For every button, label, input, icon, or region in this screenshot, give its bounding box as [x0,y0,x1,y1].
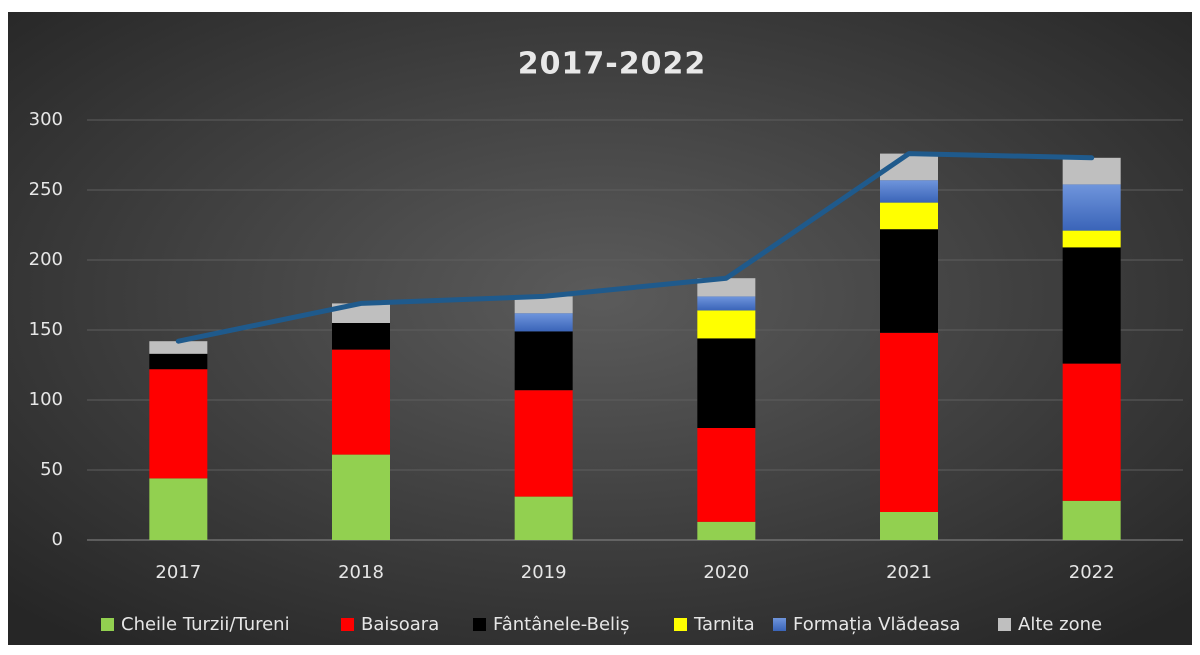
bar-segment [1062,157,1121,185]
x-tick-label: 2017 [155,562,201,583]
bar-segment [1062,363,1121,501]
bar-segment [149,478,208,540]
bar-segment [149,369,208,479]
legend-swatch [998,618,1011,631]
x-tick-label: 2022 [1069,562,1115,583]
legend-swatch [773,618,786,631]
legend-label: Baisoara [361,614,439,635]
bar-segment [514,296,573,314]
bar-segment [880,202,938,230]
y-tick-label: 100 [29,389,63,410]
legend-label: Alte zone [1018,614,1102,635]
chart-title: 2017-2022 [518,47,706,82]
bar-segment [697,428,756,522]
bar-segment [880,512,938,540]
bar-segment [514,496,573,540]
bar-segment [332,323,390,350]
bar-segment [880,229,938,333]
legend-swatch [674,618,687,631]
bar-segment [880,332,938,512]
bar-segment [1062,500,1121,540]
background [8,12,1192,645]
bar-segment [880,180,938,203]
y-tick-label: 150 [29,319,63,340]
bar-segment [514,331,573,391]
bar-segment [332,349,390,455]
y-tick-label: 0 [52,529,63,550]
bar-segment [697,521,756,540]
legend-label: Tarnita [693,614,755,635]
bar-segment [514,313,573,332]
legend-label: Fântânele-Beliș [493,614,629,635]
y-tick-label: 250 [29,179,63,200]
legend-label: Formația Vlădeasa [793,614,960,635]
x-tick-label: 2020 [703,562,749,583]
x-tick-label: 2021 [886,562,932,583]
y-tick-label: 50 [40,459,63,480]
bar-segment [149,353,208,370]
bar-segment [1062,184,1121,231]
legend-swatch [341,618,354,631]
y-tick-label: 300 [29,109,63,130]
bar-segment [697,310,756,339]
bar-segment [697,278,756,297]
x-tick-label: 2019 [521,562,567,583]
bar-segment [332,454,390,540]
bar-segment [697,296,756,311]
x-tick-label: 2018 [338,562,384,583]
legend-swatch [101,618,114,631]
bar-segment [149,341,208,354]
total-line [175,151,1095,344]
y-tick-label: 200 [29,249,63,270]
legend-label: Cheile Turzii/Tureni [121,614,290,635]
bar-segment [697,338,756,428]
bar-segment [514,390,573,497]
bar-segment [1062,247,1121,364]
legend-swatch [473,618,486,631]
bar-segment [1062,230,1121,248]
